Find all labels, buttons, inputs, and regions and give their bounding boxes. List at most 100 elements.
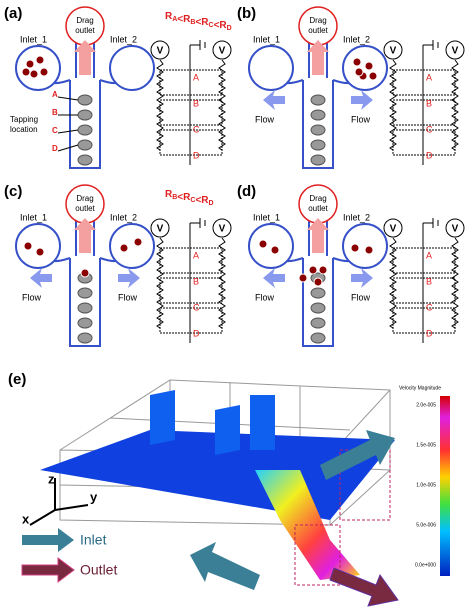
electrode: [311, 333, 325, 343]
particle: [314, 278, 322, 286]
particle: [353, 58, 361, 66]
circuit-loop: [393, 278, 455, 303]
voltmeter-label: V: [452, 46, 459, 57]
panel-label: (e): [8, 371, 26, 388]
electrode: [78, 140, 92, 150]
figure: (a)DragoutletInlet_1Inlet_2Tappinglocati…: [0, 0, 467, 612]
particle: [299, 274, 307, 282]
outlet-label: outlet: [75, 26, 95, 35]
inlet-label: Inlet_2: [110, 34, 137, 44]
circuit-node: B: [193, 276, 199, 286]
electrode: [311, 288, 325, 298]
circuit-loop: [160, 248, 222, 273]
legend-arrow: [22, 528, 74, 552]
electrode: [311, 155, 325, 165]
outlet-label: outlet: [308, 204, 328, 213]
inlet-label: Inlet_1: [20, 34, 47, 44]
voltmeter-label: V: [157, 224, 164, 235]
channel-node: A: [52, 90, 58, 99]
voltmeter-label: V: [390, 224, 397, 235]
particle: [309, 266, 317, 274]
colorbar-tick: 5.0e-006: [416, 522, 436, 528]
circuit-loop: [393, 248, 455, 273]
inlet-chamber: [16, 224, 60, 268]
outlet-label: outlet: [75, 204, 95, 213]
inlet-chamber: [110, 224, 154, 268]
outlet-label: Drag: [76, 194, 93, 203]
panel: (d)DragoutletInlet_1Inlet_2FlowFlowVVABC…: [237, 183, 464, 346]
colorbar-title: Velocity Magnitude: [399, 385, 441, 391]
equation: RA<RB<RC<RD: [165, 11, 232, 32]
particle: [24, 242, 32, 250]
circuit-node: C: [193, 302, 200, 312]
voltmeter-label: V: [157, 46, 164, 57]
electrode: [311, 110, 325, 120]
inlet-chamber: [16, 46, 60, 90]
circuit-node: C: [193, 124, 200, 134]
inlet-label: Inlet_1: [20, 212, 47, 222]
flow-arrow: [263, 90, 285, 110]
circuit-node: D: [426, 328, 433, 338]
voltmeter-label: V: [452, 224, 459, 235]
flow-arrow: [351, 90, 373, 110]
flow-label: Flow: [255, 292, 275, 302]
voltmeter-label: V: [219, 46, 226, 57]
particle: [36, 248, 44, 256]
inlet-label: Inlet_2: [110, 212, 137, 222]
particle: [120, 244, 128, 252]
circuit-loop: [393, 100, 455, 125]
particle: [319, 266, 327, 274]
legend-label: Outlet: [80, 562, 117, 578]
outlet-arrow: [74, 40, 96, 75]
flow-arrow: [30, 268, 52, 288]
colorbar: [440, 396, 450, 576]
pointer: [58, 97, 78, 100]
legend-label: Inlet: [80, 532, 107, 548]
particle: [81, 269, 89, 277]
flow-arrow: [351, 268, 373, 288]
flow-label: Flow: [351, 292, 371, 302]
panel: (b)DragoutletInlet_1Inlet_2FlowFlowVVABC…: [237, 5, 464, 168]
particle: [365, 62, 373, 70]
outlet-arrow: [330, 568, 398, 606]
electrode: [78, 125, 92, 135]
inlet-chamber: [249, 224, 293, 268]
electrode: [78, 155, 92, 165]
outlet-arrow: [74, 218, 96, 253]
equation-sub: D: [227, 25, 232, 32]
tapping-label: location: [10, 125, 38, 134]
circuit-node: A: [426, 250, 432, 260]
panel-label: (d): [237, 183, 256, 200]
colorbar-tick: 1.5e-005: [416, 442, 436, 448]
outlet-label: Drag: [309, 16, 326, 25]
circuit-loop: [393, 130, 455, 155]
pointer: [58, 145, 78, 151]
circuit-node: D: [193, 328, 200, 338]
tapping-label: Tapping: [10, 115, 38, 124]
inlet-chamber: [343, 224, 387, 268]
electrode: [78, 110, 92, 120]
channel-node: D: [52, 144, 58, 153]
flow-label: Flow: [255, 114, 275, 124]
particle: [134, 238, 142, 246]
circuit-node: C: [426, 124, 433, 134]
particle: [40, 68, 48, 76]
particle: [365, 246, 373, 254]
inlet-chamber: [110, 46, 154, 90]
circuit-node: A: [193, 250, 199, 260]
colorbar-tick: 2.0e-005: [416, 402, 436, 408]
flow-label: Flow: [351, 114, 371, 124]
outlet-arrow: [307, 218, 329, 253]
axis-label: z: [48, 471, 55, 486]
panel-label: (b): [237, 5, 256, 22]
electrode: [311, 318, 325, 328]
axis-label: x: [22, 511, 30, 526]
electrode: [311, 125, 325, 135]
circuit-loop: [393, 308, 455, 333]
circuit-node: B: [426, 98, 432, 108]
colorbar-tick: 0.0e+000: [415, 562, 436, 568]
pointer: [58, 130, 78, 133]
legend-arrow: [22, 558, 74, 582]
